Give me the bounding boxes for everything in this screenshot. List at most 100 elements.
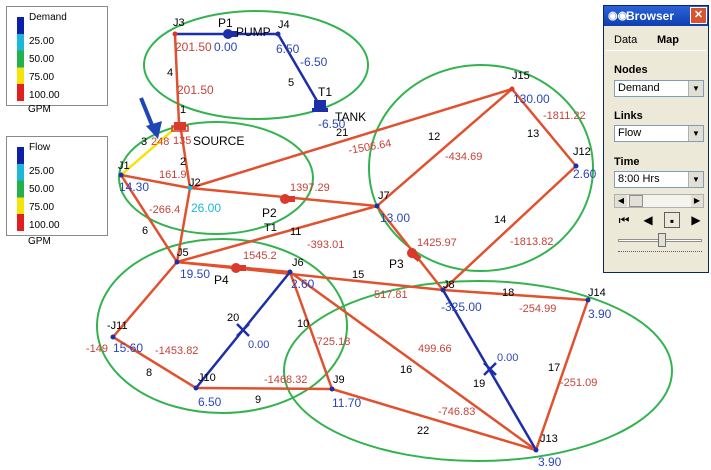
pipe-10[interactable] — [288, 271, 334, 390]
pump-label-p2: P2 — [262, 206, 277, 220]
pump-label: PUMP — [236, 25, 271, 39]
node-j7[interactable] — [374, 203, 380, 209]
browser-titlebar[interactable]: ◉◉ Browser ✕ — [604, 6, 708, 26]
node-value: 15.60 — [113, 341, 143, 355]
node-value: -6.50 — [318, 117, 346, 131]
legend-level: 25.00 — [29, 36, 55, 47]
node-j2[interactable] — [187, 185, 193, 191]
play-back-icon[interactable]: ◀ — [643, 213, 653, 227]
node-value: 2.60 — [573, 167, 597, 181]
chevron-down-icon[interactable]: ▼ — [688, 81, 703, 96]
node-j5[interactable] — [174, 259, 180, 265]
pump-icon[interactable] — [223, 29, 238, 39]
pipe-4[interactable] — [173, 33, 181, 125]
node-j9[interactable] — [329, 386, 335, 392]
demand-legend[interactable]: Demand 25.00 50.00 75.00 100.00 GPM — [6, 6, 108, 106]
links-label: Links — [614, 110, 643, 122]
pipe-j2-j15[interactable] — [189, 87, 513, 190]
node-j8[interactable] — [440, 287, 446, 293]
pipe-j2-j5[interactable] — [175, 187, 192, 263]
node-id-label: J9 — [333, 374, 345, 386]
pipe-8[interactable] — [112, 335, 197, 390]
pipe-7[interactable] — [112, 261, 178, 338]
legend-color-bar — [17, 147, 24, 231]
link-id-label: 14 — [494, 214, 506, 226]
nodes-label: Nodes — [614, 64, 648, 76]
link-id-label: 9 — [255, 394, 261, 406]
pipe-6[interactable] — [119, 174, 179, 263]
pipe-2[interactable] — [178, 123, 192, 189]
tank-icon[interactable] — [312, 100, 328, 112]
valve-icon[interactable] — [236, 323, 250, 337]
node-j15[interactable] — [509, 86, 515, 92]
pipe-14[interactable] — [442, 165, 577, 291]
pipe-j1-j2[interactable] — [120, 173, 191, 190]
node-id-label: J14 — [588, 287, 606, 299]
link-flow: -725.18 — [313, 336, 350, 348]
scroll-right-icon[interactable]: ▶ — [691, 195, 703, 207]
zone-ellipse — [143, 10, 369, 120]
node-j10[interactable] — [193, 385, 199, 391]
pipe-13[interactable] — [511, 88, 577, 167]
flow-legend[interactable]: Flow 25.00 50.00 75.00 100.00 — [6, 136, 108, 236]
rewind-icon[interactable]: ⏮ — [618, 213, 630, 227]
nodes-select-value: Demand — [618, 82, 660, 94]
node-value: 19.50 — [180, 267, 210, 281]
pipe-11[interactable] — [176, 204, 378, 264]
tab-data[interactable]: Data — [614, 34, 638, 46]
node-j14[interactable] — [585, 297, 591, 303]
speed-slider-ticks — [618, 251, 702, 256]
link-flow: 499.66 — [418, 343, 452, 355]
pipe-3[interactable] — [120, 123, 181, 176]
nodes-select[interactable]: Demand ▼ — [614, 80, 704, 97]
pipe-9[interactable] — [195, 386, 333, 391]
node-j6[interactable] — [287, 269, 293, 275]
tab-map[interactable]: Map — [657, 34, 679, 46]
pump-icon[interactable] — [405, 246, 423, 263]
link-id-label: 5 — [288, 77, 294, 89]
pipe-15[interactable] — [176, 260, 444, 292]
scroll-left-icon[interactable]: ◀ — [615, 195, 627, 207]
speed-slider-thumb[interactable] — [658, 233, 666, 247]
pipe-18[interactable] — [442, 288, 589, 302]
pump-icon[interactable] — [280, 194, 295, 204]
valve-icon[interactable] — [483, 362, 497, 376]
close-icon[interactable]: ✕ — [690, 7, 707, 24]
stop-icon[interactable]: ▪ — [664, 212, 680, 228]
pump-link-p3[interactable] — [376, 205, 444, 291]
node-j4[interactable] — [275, 31, 281, 37]
pipe-5[interactable] — [276, 33, 322, 107]
pipe-12[interactable] — [376, 88, 513, 207]
time-label: Time — [614, 156, 640, 168]
link-id-label: 13 — [527, 128, 539, 140]
node-j11[interactable] — [110, 334, 116, 340]
pump-icon[interactable] — [231, 263, 246, 273]
time-select[interactable]: 8:00 Hrs ▼ — [614, 171, 704, 188]
link-flow: 0.00 — [248, 339, 269, 351]
link-id-label: 17 — [548, 362, 560, 374]
time-scrollbar[interactable]: ◀ ▶ — [614, 194, 704, 208]
play-forward-icon[interactable]: ▶ — [691, 213, 701, 227]
reservoir-icon[interactable] — [171, 122, 189, 132]
chevron-down-icon[interactable]: ▼ — [688, 172, 703, 187]
browser-panel[interactable]: ◉◉ Browser ✕ Data Map Nodes Demand ▼ Lin… — [603, 5, 709, 273]
pump-label-p3: P3 — [389, 257, 404, 271]
pipe-22[interactable] — [331, 387, 537, 452]
pipe-16[interactable] — [289, 270, 537, 452]
node-value: 11.70 — [332, 396, 361, 410]
chevron-down-icon[interactable]: ▼ — [688, 126, 703, 141]
link-flow: 517.81 — [374, 289, 408, 301]
node-j3[interactable] — [172, 31, 178, 37]
link-id-label: 22 — [417, 425, 429, 437]
links-select[interactable]: Flow ▼ — [614, 125, 704, 142]
link-flow: 1397.29 — [290, 182, 330, 194]
pipe-17[interactable] — [534, 299, 590, 451]
link-flow: -266.4 — [149, 204, 180, 216]
scroll-thumb[interactable] — [629, 195, 643, 207]
link-flow: 135 — [173, 135, 191, 147]
browser-app-icon: ◉◉ — [608, 10, 628, 22]
node-j13[interactable] — [533, 447, 539, 453]
node-j12[interactable] — [573, 163, 579, 169]
node-j1[interactable] — [118, 172, 124, 178]
